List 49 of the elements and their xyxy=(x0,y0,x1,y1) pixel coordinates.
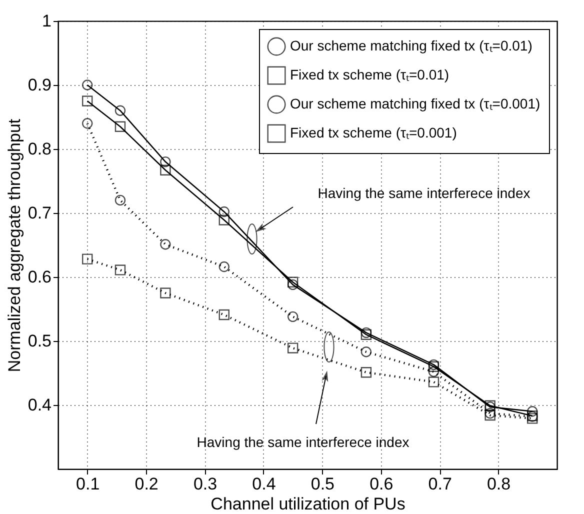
point xyxy=(160,239,171,250)
x-tick-label: 0.8 xyxy=(486,474,511,494)
y-tick-label: 0.7 xyxy=(28,204,52,222)
x-axis-title: Channel utilization of PUs xyxy=(210,494,406,514)
x-tick-label: 0.3 xyxy=(193,474,218,494)
point xyxy=(114,105,126,116)
point xyxy=(82,96,93,106)
point xyxy=(82,118,93,129)
point xyxy=(287,279,298,290)
y-tick-label: 0.6 xyxy=(28,268,52,286)
point xyxy=(82,254,93,264)
point xyxy=(527,413,538,424)
point xyxy=(527,406,538,417)
x-tick-label: 0.7 xyxy=(428,474,452,494)
point xyxy=(114,121,126,132)
point xyxy=(287,276,298,288)
y-tick-label: 0.9 xyxy=(28,76,52,94)
point xyxy=(218,309,230,320)
point xyxy=(428,376,440,388)
point xyxy=(428,366,440,378)
point xyxy=(360,346,372,358)
legend-label: Fixed tx scheme (τₜ=0.01) xyxy=(290,66,450,82)
point xyxy=(360,367,372,378)
x-tick-label: 0.5 xyxy=(310,474,334,494)
legend-label: Fixed tx scheme (τₜ=0.001) xyxy=(290,124,457,140)
y-tick-label: 0.4 xyxy=(28,396,52,414)
x-tick-label: 0.1 xyxy=(76,474,100,494)
annotation: Having the same interferece index xyxy=(196,434,410,450)
point xyxy=(218,206,230,218)
x-tick-label: 0.2 xyxy=(134,474,158,494)
point xyxy=(287,342,298,354)
point xyxy=(160,164,171,176)
point xyxy=(218,261,230,272)
y-tick-label: 1 xyxy=(42,12,52,30)
point xyxy=(160,288,171,298)
point xyxy=(114,264,126,276)
point xyxy=(218,214,230,226)
annotation: Having the same interferece index xyxy=(318,185,530,201)
legend-label: Our scheme matching fixed tx (τₜ=0.001) xyxy=(290,96,540,112)
legend-label: Our scheme matching fixed tx (τₜ=0.01) xyxy=(290,38,532,54)
y-tick-label: 0.5 xyxy=(28,332,52,350)
x-tick-label: 0.6 xyxy=(370,474,394,494)
point xyxy=(160,156,171,168)
x-tick-label: 0.4 xyxy=(252,474,276,494)
y-axis-title: Normalized aggregate throughput xyxy=(4,118,24,372)
point xyxy=(287,311,298,322)
point xyxy=(114,194,126,206)
y-tick-label: 0.8 xyxy=(28,140,52,158)
point xyxy=(82,80,93,90)
